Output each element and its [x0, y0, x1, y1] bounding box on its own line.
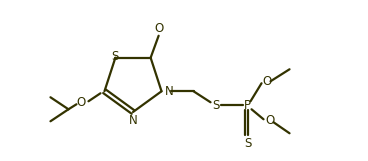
Text: S: S — [244, 137, 251, 150]
Text: O: O — [154, 22, 163, 35]
Text: S: S — [212, 99, 219, 112]
Text: S: S — [112, 50, 119, 63]
Text: N: N — [165, 85, 174, 98]
Text: N: N — [129, 114, 137, 127]
Text: O: O — [262, 75, 271, 88]
Text: P: P — [244, 99, 251, 112]
Text: O: O — [77, 96, 86, 109]
Text: O: O — [265, 114, 274, 127]
